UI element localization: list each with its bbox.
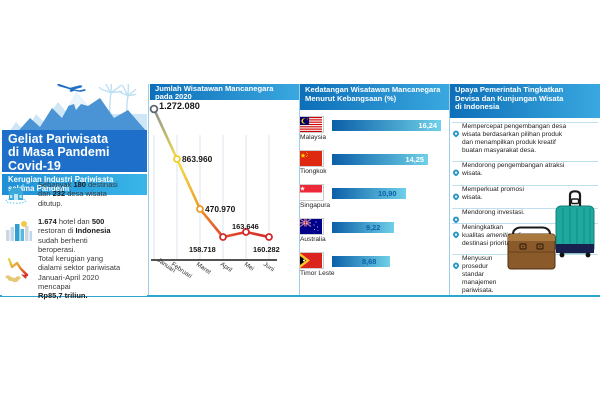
svg-text:160.282: 160.282 [253, 245, 280, 254]
svg-text:163.646: 163.646 [232, 222, 259, 231]
svg-text:Mei: Mei [243, 261, 255, 273]
svg-text:470.970: 470.970 [205, 204, 236, 214]
svg-text:1.272.080: 1.272.080 [159, 101, 200, 111]
svg-text:Juni: Juni [262, 261, 275, 273]
svg-text:158.718: 158.718 [189, 245, 216, 254]
svg-text:863.960: 863.960 [182, 154, 213, 164]
svg-text:Maret: Maret [195, 261, 212, 276]
svg-text:April: April [219, 261, 233, 274]
